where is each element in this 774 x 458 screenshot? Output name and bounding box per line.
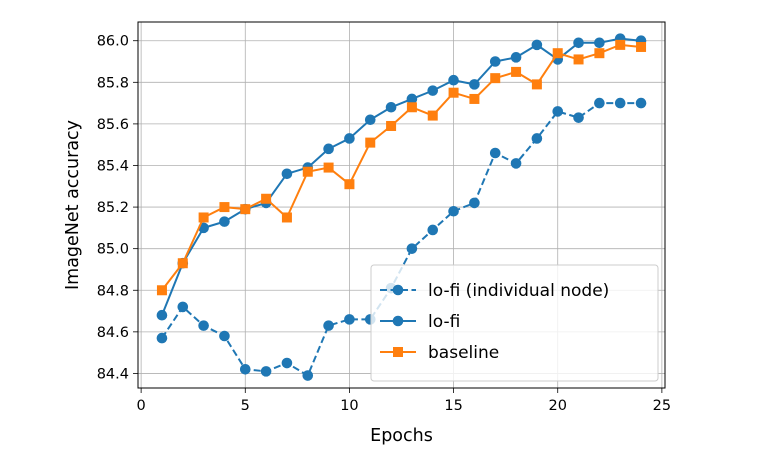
data-point — [198, 320, 209, 331]
data-point — [198, 212, 209, 223]
data-point — [156, 332, 168, 344]
x-tick-label: 15 — [444, 398, 462, 414]
data-point — [364, 114, 376, 126]
data-point — [302, 166, 313, 177]
data-point — [281, 212, 292, 223]
y-tick-label: 84.4 — [97, 366, 129, 382]
data-point — [594, 97, 605, 109]
data-point — [323, 320, 334, 331]
data-point — [260, 366, 272, 377]
data-point — [323, 162, 334, 173]
legend-marker — [392, 284, 404, 296]
data-point — [552, 48, 563, 59]
data-point — [531, 79, 542, 90]
data-point — [594, 37, 605, 49]
data-point — [427, 224, 439, 236]
data-point — [177, 301, 189, 313]
x-tick-label: 25 — [653, 398, 671, 414]
x-axis-title: Epochs — [370, 426, 433, 446]
y-tick-label: 84.6 — [97, 325, 129, 341]
data-point — [614, 97, 626, 109]
data-point — [448, 74, 459, 86]
data-point — [406, 102, 417, 113]
data-point — [281, 357, 293, 369]
y-tick-label: 84.8 — [97, 283, 129, 299]
data-point — [469, 197, 480, 209]
data-point — [469, 79, 480, 90]
data-point — [510, 52, 522, 63]
data-point — [511, 66, 522, 77]
x-tick-label: 5 — [241, 398, 250, 414]
data-point — [344, 179, 355, 190]
y-tick-label: 85.4 — [97, 158, 129, 174]
data-point — [531, 39, 543, 51]
data-point — [427, 110, 438, 121]
data-point — [406, 93, 418, 105]
data-point — [552, 106, 564, 117]
data-point — [489, 56, 501, 67]
data-point — [448, 205, 459, 217]
legend-label: baseline — [428, 343, 499, 363]
data-point — [323, 143, 334, 155]
legend-marker — [393, 347, 403, 357]
data-point — [239, 363, 251, 375]
data-point — [177, 258, 188, 269]
y-axis-title: ImageNet accuracy — [63, 120, 83, 290]
x-tick-label: 20 — [548, 398, 566, 414]
data-point — [219, 330, 230, 342]
data-point — [490, 73, 501, 84]
data-point — [448, 87, 459, 98]
data-point — [489, 147, 501, 159]
x-tick-label: 0 — [137, 398, 146, 414]
y-tick-label: 85.6 — [97, 117, 129, 133]
y-tick-label: 86.0 — [97, 34, 129, 50]
data-point — [219, 216, 230, 227]
data-point — [281, 168, 293, 180]
data-point — [344, 133, 355, 144]
data-point — [219, 202, 230, 213]
y-tick-label: 85.0 — [97, 242, 129, 258]
data-point — [365, 137, 376, 148]
legend-box — [370, 264, 659, 382]
y-tick-label: 85.2 — [97, 200, 129, 216]
plot-frame — [137, 21, 666, 389]
data-point — [302, 370, 314, 381]
legend: lo-fi (individual node) lo-fi baseline — [370, 264, 659, 382]
data-point — [615, 39, 626, 50]
data-point — [385, 101, 397, 113]
data-point — [261, 193, 272, 204]
data-point — [344, 314, 355, 325]
data-point — [469, 93, 480, 104]
legend-label: lo-fi — [428, 312, 460, 332]
data-point — [531, 133, 543, 144]
axis-ticks: 0 5 10 15 20 25 84.4 84.6 84.8 85.0 85.2 85.4 85.6 85… — [97, 34, 671, 414]
data-point — [386, 120, 397, 131]
legend-label: lo-fi (individual node) — [428, 281, 609, 301]
data-point — [636, 41, 647, 52]
data-point — [635, 97, 647, 109]
data-point — [240, 204, 251, 215]
data-point — [573, 54, 584, 65]
series-2 — [156, 39, 647, 296]
data-point — [427, 85, 439, 96]
data-point — [510, 158, 522, 169]
legend-marker — [392, 315, 404, 327]
data-point — [156, 309, 168, 321]
y-tick-label: 85.8 — [97, 75, 129, 91]
x-tick-label: 10 — [340, 398, 358, 414]
data-point — [406, 243, 418, 254]
data-point — [573, 37, 584, 49]
data-point — [594, 48, 605, 59]
data-point — [156, 285, 167, 296]
data-point — [573, 112, 584, 123]
